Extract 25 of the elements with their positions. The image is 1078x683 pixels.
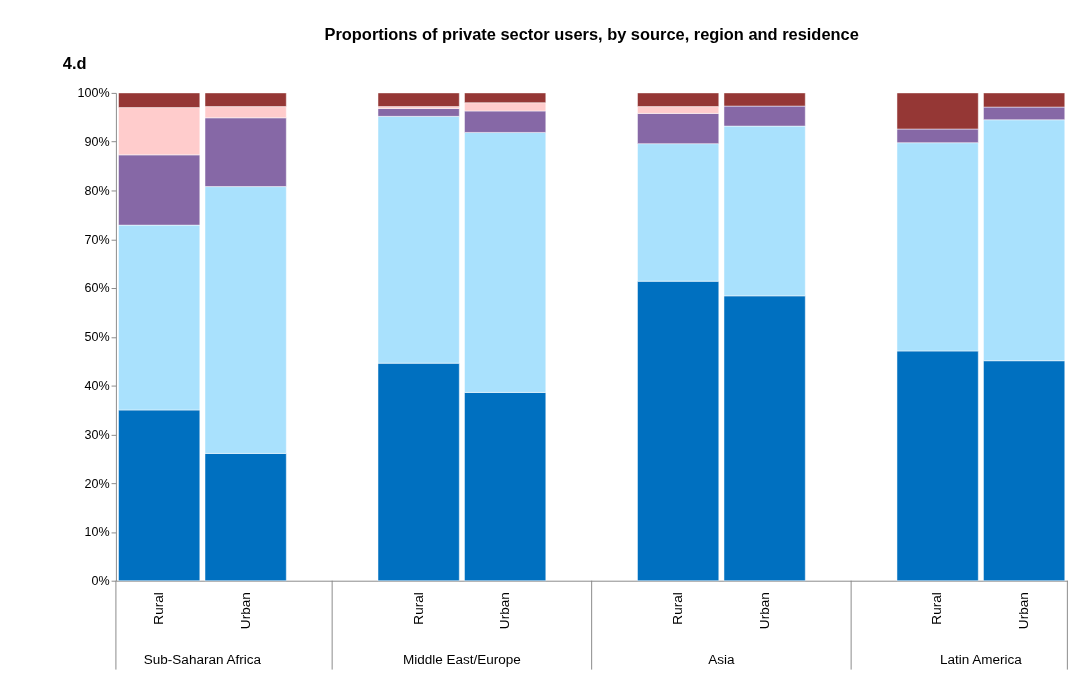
y-tick-label: 50% <box>84 330 110 345</box>
y-tick-label: 20% <box>84 476 110 491</box>
text: Asia <box>708 651 736 667</box>
x-tick-label: Urban <box>1015 592 1031 630</box>
y-tick-label: 100% <box>77 86 110 101</box>
text: 4.d <box>62 53 87 72</box>
x-tick-label: Urban <box>756 592 772 630</box>
y-tick-label: 10% <box>84 525 110 540</box>
x-tick-label: Rural <box>151 592 167 625</box>
y-tick-label: 90% <box>84 135 110 150</box>
y-tick-label: 70% <box>84 232 110 247</box>
chart-title: Proportions of private sector users, by source, region and residence <box>324 24 859 43</box>
x-tick-label: Urban <box>237 592 253 630</box>
text: Latin America <box>939 651 1023 667</box>
y-tick-label: 80% <box>84 183 110 198</box>
x-tick-label: Urban <box>497 592 513 630</box>
y-tick-label: 60% <box>84 281 110 296</box>
text: Middle East/Europe <box>402 651 521 667</box>
y-tick-label: 30% <box>84 427 110 442</box>
y-tick-label: 40% <box>84 378 110 393</box>
x-tick-label: Rural <box>410 592 426 625</box>
text: Sub-Saharan Africa <box>143 651 262 667</box>
y-tick-label: 0% <box>91 574 110 589</box>
x-tick-label: Rural <box>670 592 685 625</box>
x-tick-label: Rural <box>929 592 945 625</box>
